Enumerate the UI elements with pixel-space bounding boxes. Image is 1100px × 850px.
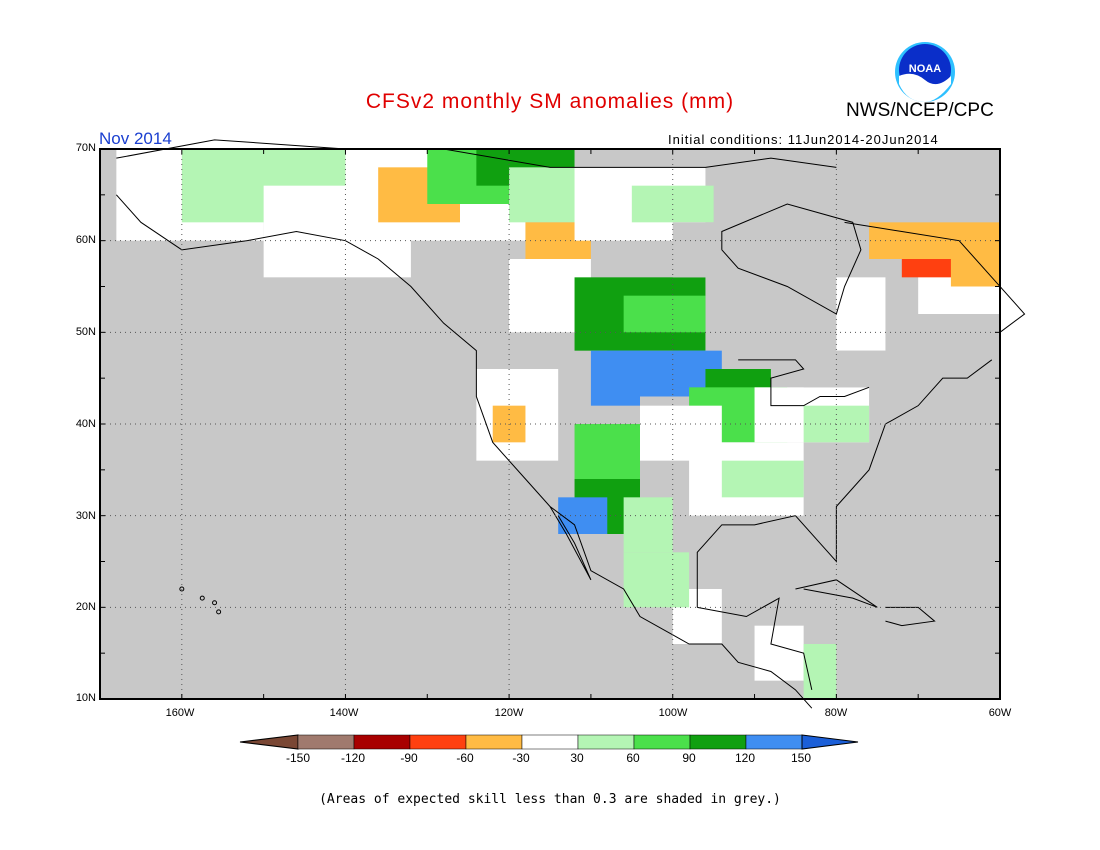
lon-label-60w: 60W <box>988 707 1012 719</box>
coastline <box>721 203 862 315</box>
anomaly-cell <box>950 259 1000 287</box>
valid-month-label: Nov 2014 <box>99 129 172 148</box>
coastlines <box>115 139 1026 709</box>
anomaly-cell <box>574 424 640 479</box>
lat-label-50: 50N <box>75 326 96 338</box>
colorbar-arrow-left <box>239 734 299 750</box>
low-skill-patch <box>672 222 755 278</box>
colorbar-label: -60 <box>456 751 474 765</box>
colorbar-label: -150 <box>285 751 311 765</box>
anomaly-cell <box>721 460 804 498</box>
lat-label-60: 60N <box>75 234 96 246</box>
initial-conditions-label: Initial conditions: 11Jun2014-20Jun2014 <box>668 132 939 147</box>
lon-label-100w: 100W <box>658 707 688 719</box>
lat-label-70: 70N <box>75 142 96 154</box>
colorbar-arrow-right <box>801 734 859 750</box>
coastline <box>844 221 1026 333</box>
hawaii-island <box>212 600 218 606</box>
coastline <box>795 579 878 608</box>
organization-label: NWS/NCEP/CPC <box>846 100 994 121</box>
colorbar-segment <box>409 734 467 750</box>
colorbar-segment <box>353 734 411 750</box>
colorbar-segment <box>633 734 691 750</box>
anomaly-cells <box>116 149 1000 699</box>
anomaly-cell <box>836 277 886 351</box>
colorbar-label: 30 <box>570 751 584 765</box>
coastline <box>115 194 813 709</box>
chart-title: CFSv2 monthly SM anomalies (mm) <box>365 90 735 113</box>
hawaii-island <box>199 595 205 601</box>
coastline <box>738 359 870 407</box>
colorbar-label: -90 <box>400 751 418 765</box>
anomaly-cell <box>623 497 673 553</box>
noaa-logo: NOAA <box>895 42 955 102</box>
colorbar-label: 60 <box>626 751 640 765</box>
anomaly-cell <box>590 350 640 406</box>
colorbar-segment <box>745 734 803 750</box>
anomaly-cell <box>640 405 722 461</box>
colorbar-label: 150 <box>790 751 812 765</box>
coastline <box>885 606 936 627</box>
lon-label-160w: 160W <box>165 707 195 719</box>
coastline <box>697 597 813 690</box>
colorbar <box>239 734 859 750</box>
logo-text: NOAA <box>909 63 941 75</box>
graticule <box>99 148 1001 700</box>
anomaly-cell <box>803 644 837 699</box>
lat-label-10: 10N <box>75 692 96 704</box>
colorbar-segment <box>577 734 635 750</box>
low-skill-patch <box>721 534 788 589</box>
coastline <box>116 139 837 168</box>
colorbar-segment <box>465 734 523 750</box>
lat-label-20: 20N <box>75 601 96 613</box>
anomaly-cell <box>754 625 804 681</box>
lat-label-30: 30N <box>75 510 96 522</box>
anomaly-cell <box>623 295 706 333</box>
map-frame <box>99 148 1001 700</box>
colorbar-label: -30 <box>512 751 530 765</box>
hawaii-island <box>179 586 185 592</box>
lat-label-40: 40N <box>75 418 96 430</box>
lon-label-120w: 120W <box>494 707 524 719</box>
anomaly-cell <box>623 552 690 608</box>
low-skill-patch <box>803 350 886 388</box>
colorbar-segment <box>689 734 747 750</box>
hawaii-island <box>216 609 222 615</box>
colorbar-label: -120 <box>340 751 366 765</box>
coastline <box>549 506 592 581</box>
lon-label-80w: 80W <box>824 707 848 719</box>
anomaly-cell <box>558 497 608 534</box>
lon-label-140w: 140W <box>329 707 359 719</box>
colorbar-label: 90 <box>682 751 696 765</box>
footnote: (Areas of expected skill less than 0.3 a… <box>319 792 781 807</box>
colorbar-label: 120 <box>734 751 756 765</box>
colorbar-segment <box>521 734 579 750</box>
colorbar-segment <box>297 734 355 750</box>
